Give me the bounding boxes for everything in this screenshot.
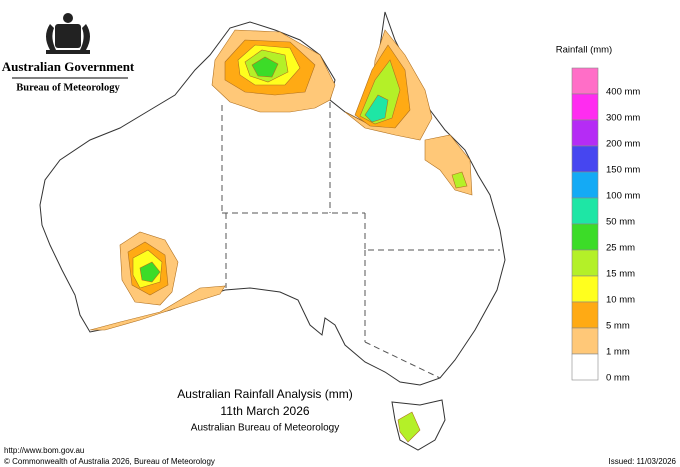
footer-url: http://www.bom.gov.au [4, 446, 84, 455]
legend-label: 5 mm [606, 321, 630, 332]
legend-swatch [571, 67, 599, 95]
legend-swatch [571, 249, 599, 277]
legend-label: 1 mm [606, 347, 630, 358]
rain-areas [89, 29, 473, 443]
legend-label: 200 mm [606, 139, 640, 150]
legend-swatch [571, 353, 599, 381]
legend-label: 50 mm [606, 217, 635, 228]
legend-label: 0 mm [606, 373, 630, 384]
caption-source: Australian Bureau of Meteorology [191, 423, 339, 434]
agency: Bureau of Meteorology [16, 82, 120, 93]
legend-title: Rainfall (mm) [556, 45, 612, 56]
legend-label: 15 mm [606, 269, 635, 280]
legend-swatch [571, 223, 599, 251]
legend-swatch [571, 171, 599, 199]
legend-label: 100 mm [606, 191, 640, 202]
legend-swatch [571, 301, 599, 329]
government: Australian Government [2, 59, 135, 74]
state-borders [221, 102, 500, 379]
crest [46, 13, 90, 54]
footer-copyright: © Commonwealth of Australia 2026, Bureau… [4, 457, 215, 466]
legend: Rainfall (mm) 400 mm 300 mm 200 mm 150 mm 10… [556, 45, 641, 384]
map [39, 11, 506, 451]
legend-swatch [571, 93, 599, 121]
legend-swatch [571, 275, 599, 303]
legend-swatch [571, 197, 599, 225]
footer-issued: Issued: 11/03/2026 [609, 457, 677, 466]
caption-title: Australian Rainfall Analysis (mm) [177, 387, 352, 401]
legend-swatch [571, 119, 599, 147]
legend-swatch [571, 145, 599, 173]
caption-date: 11th March 2026 [220, 404, 309, 418]
legend-label: 10 mm [606, 295, 635, 306]
legend-label: 25 mm [606, 243, 635, 254]
legend-label: 400 mm [606, 87, 640, 98]
legend-label: 150 mm [606, 165, 640, 176]
legend-swatch [571, 327, 599, 355]
legend-label: 300 mm [606, 113, 640, 124]
